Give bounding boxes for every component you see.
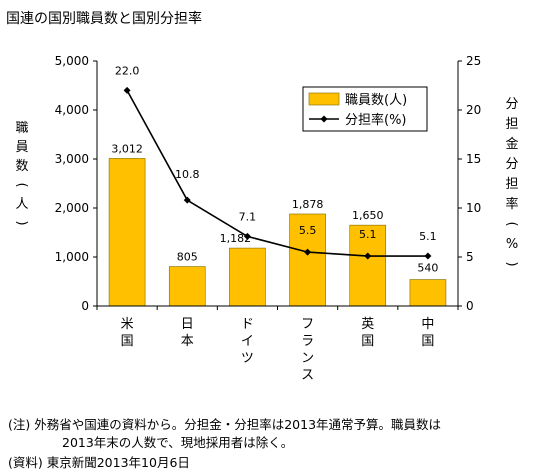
y-left-axis-title: (: [14, 182, 29, 187]
y-right-tick-label: 0: [466, 299, 474, 313]
y-right-axis-title: 分: [505, 97, 518, 112]
x-category-label-5: 英: [361, 317, 374, 332]
y-right-axis-title: 担: [505, 117, 518, 132]
y-left-tick-label: 2,000: [55, 201, 89, 215]
y-left-tick-label: 5,000: [55, 54, 89, 68]
share-point-5: [364, 252, 372, 260]
y-right-tick-label: 25: [466, 54, 481, 68]
x-category-label-4: フ: [301, 317, 314, 332]
bar-value-label-3: 1,182: [220, 232, 252, 245]
bar-4: [289, 213, 326, 307]
note-line-2: 2013年末の人数で、現地採用者は除く。: [62, 435, 294, 450]
source-line: (資料) 東京新聞2013年10月6日: [8, 455, 190, 470]
y-left-axis-title: 職: [15, 121, 28, 136]
line-value-label-1: 22.0: [115, 64, 140, 77]
y-right-tick-label: 15: [466, 152, 481, 166]
share-point-3: [243, 232, 251, 240]
y-left-tick-label: 3,000: [55, 152, 89, 166]
legend-line-label: 分担率(%): [345, 112, 407, 128]
y-left-axis-title: ): [14, 220, 29, 225]
note-line-1: (注) 外務省や国連の資料から。分担金・分担率は2013年通常予算。職員数は: [8, 417, 442, 432]
y-left-tick-label: 1,000: [55, 250, 89, 264]
share-point-2: [183, 196, 191, 204]
bar-6: [409, 279, 447, 307]
y-left-tick-label: 4,000: [55, 103, 89, 117]
bar-2: [168, 266, 206, 307]
x-category-label-5: 国: [361, 334, 374, 349]
x-category-label-4: ン: [301, 351, 314, 366]
y-right-axis-title: 金: [505, 136, 518, 152]
x-category-label-4: ス: [301, 368, 314, 383]
bar-value-label-6: 540: [417, 262, 438, 275]
bar-1: [108, 158, 146, 307]
line-value-label-5: 5.1: [359, 228, 377, 241]
line-value-label-2: 10.8: [175, 168, 200, 181]
y-right-axis-title: 担: [505, 177, 518, 192]
x-category-label-1: 国: [121, 334, 134, 349]
x-category-label-3: ド: [241, 317, 254, 332]
share-line: [126, 90, 428, 257]
line-value-label-4: 5.5: [299, 224, 317, 237]
y-right-tick-label: 20: [466, 103, 481, 117]
bar-value-label-1: 3,012: [111, 142, 143, 155]
chart-title: 国連の国別職員数と国別分担率: [6, 11, 202, 27]
y-right-tick-label: 5: [466, 250, 474, 264]
legend-bar-swatch: [308, 92, 340, 106]
y-right-axis-title: ): [504, 261, 519, 266]
y-right-axis-title: %: [506, 237, 518, 252]
y-right-axis-title: (: [504, 221, 519, 226]
bar-value-label-5: 1,650: [352, 209, 384, 222]
x-category-label-2: 本: [181, 334, 194, 349]
y-left-axis-title: 員: [15, 140, 28, 155]
bar-3: [229, 247, 266, 307]
share-point-1: [123, 86, 131, 94]
x-category-label-6: 中: [421, 317, 434, 332]
x-category-label-4: ラ: [301, 334, 314, 349]
y-left-tick-label: 0: [81, 299, 89, 313]
x-category-label-3: ツ: [241, 351, 254, 366]
combo-chart: 01,0002,0003,0004,0005,0000510152025米国日本…: [14, 54, 519, 383]
y-right-axis-title: 分: [505, 157, 518, 172]
y-right-tick-label: 10: [466, 201, 481, 215]
line-value-label-6: 5.1: [419, 230, 437, 243]
y-left-axis-title: 人: [15, 197, 28, 212]
bar-value-label-2: 805: [177, 251, 198, 264]
x-category-label-6: 国: [421, 334, 434, 349]
legend-bar-label: 職員数(人): [345, 93, 407, 108]
y-left-axis-title: 数: [15, 159, 28, 174]
x-category-label-3: イ: [241, 334, 254, 349]
bar-value-label-4: 1,878: [292, 198, 324, 211]
share-point-6: [424, 252, 432, 260]
x-category-label-1: 米: [121, 317, 134, 332]
legend-line-marker: [320, 115, 328, 123]
share-point-4: [304, 248, 312, 256]
x-category-label-2: 日: [181, 317, 194, 332]
line-value-label-3: 7.1: [239, 210, 257, 223]
y-right-axis-title: 率: [505, 196, 518, 212]
